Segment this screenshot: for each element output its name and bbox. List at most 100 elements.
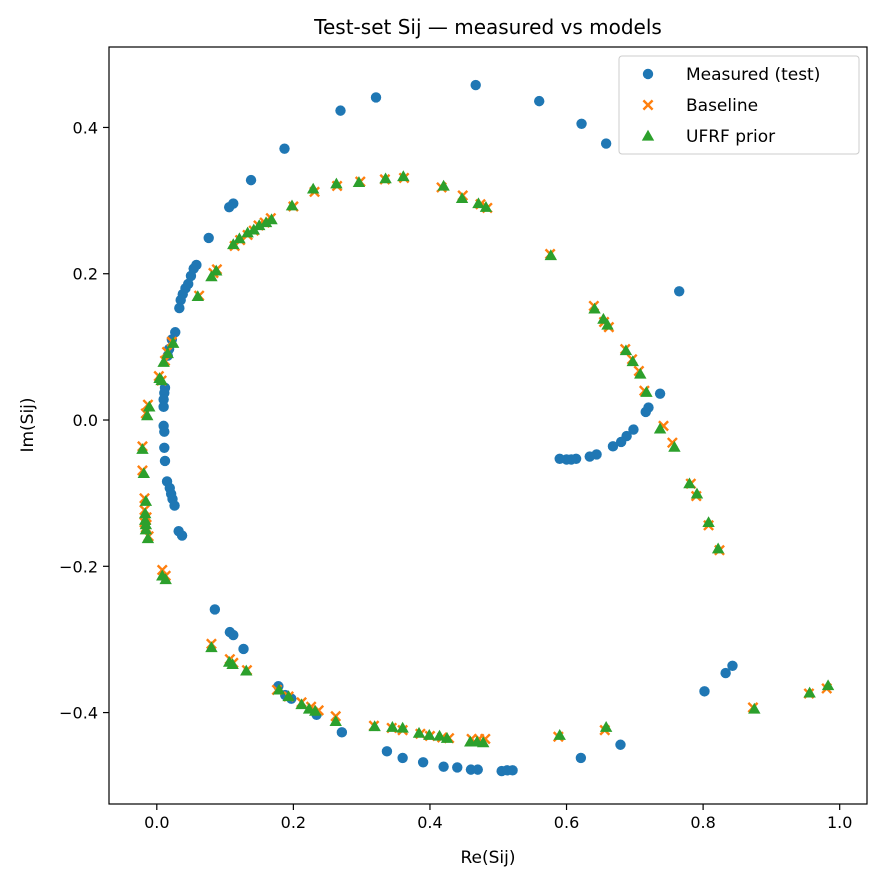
data-point: [159, 426, 170, 437]
data-point: [159, 442, 170, 454]
y-axis: −0.4 −0.2 0.0 0.2 0.4: [59, 118, 109, 723]
data-point: [584, 451, 595, 462]
data-point: [169, 500, 180, 511]
data-point: [282, 690, 295, 702]
data-point: [690, 487, 704, 499]
data-point: [600, 138, 612, 149]
data-point: [226, 658, 239, 669]
data-point: [640, 406, 651, 418]
data-point: [803, 686, 816, 698]
data-point: [174, 302, 185, 314]
x-tick-label: 0.6: [554, 813, 579, 832]
data-point: [306, 182, 320, 194]
data-point: [507, 765, 518, 776]
data-point: [139, 523, 153, 535]
data-point: [223, 201, 235, 213]
data-point: [336, 727, 348, 738]
x-axis-label: Re(Sij): [460, 848, 515, 868]
plot-background: [109, 47, 867, 804]
data-point: [205, 270, 218, 282]
data-point: [238, 643, 249, 655]
data-point: [821, 679, 835, 691]
data-point: [601, 318, 614, 330]
data-point: [748, 702, 761, 714]
y-tick-label: 0.0: [73, 411, 98, 430]
data-point: [674, 286, 685, 297]
y-tick-label: −0.4: [59, 704, 98, 723]
data-point: [241, 226, 254, 238]
data-point: [607, 441, 619, 452]
legend-entry: UFRF prior: [641, 127, 775, 147]
data-point: [210, 264, 223, 276]
data-point: [588, 302, 601, 314]
data-point: [139, 495, 153, 506]
data-point: [477, 736, 490, 748]
data-point: [203, 232, 214, 244]
y-axis-label: Im(Sij): [18, 397, 38, 452]
data-point: [330, 177, 343, 189]
data-point: [381, 746, 393, 757]
legend-box: [618, 55, 860, 155]
data-point: [615, 739, 626, 750]
y-tick-label: 0.4: [73, 118, 98, 137]
data-point: [599, 721, 613, 732]
data-point: [683, 477, 696, 489]
data-point: [417, 757, 429, 768]
data-point: [138, 514, 152, 525]
data-point: [397, 170, 410, 182]
data-point: [628, 424, 639, 435]
data-point: [158, 394, 169, 405]
data-point: [386, 721, 399, 732]
x-tick-label: 0.2: [281, 813, 306, 832]
data-point: [440, 731, 454, 743]
data-point: [137, 467, 151, 479]
data-point: [155, 374, 168, 386]
data-point: [379, 172, 392, 184]
data-point: [653, 422, 667, 434]
data-point: [295, 698, 308, 710]
data-point: [699, 686, 710, 697]
data-point: [634, 367, 647, 379]
data-point: [191, 290, 204, 302]
legend-entry: Baseline: [642, 96, 758, 116]
series-0: [158, 79, 738, 777]
data-point: [472, 764, 483, 775]
data-point: [702, 516, 715, 528]
x-axis: 0.0 0.2 0.4 0.6 0.8 1.0: [144, 804, 852, 832]
legend-entry: Measured (test): [642, 65, 820, 85]
data-point: [141, 409, 154, 421]
data-point: [553, 729, 566, 740]
x-tick-label: 0.4: [417, 813, 442, 832]
legend-label: UFRF prior: [686, 127, 775, 147]
data-point: [228, 629, 239, 641]
legend: Measured (test) Baseline UFRF prior: [618, 55, 860, 155]
data-point: [640, 386, 653, 397]
data-point: [433, 729, 446, 741]
data-point: [245, 174, 257, 186]
data-point: [233, 232, 246, 244]
data-point: [247, 223, 260, 235]
data-point: [472, 197, 485, 209]
data-point: [141, 532, 155, 544]
data-point: [452, 762, 463, 773]
data-point: [544, 249, 558, 261]
data-point: [396, 721, 409, 733]
legend-label: Baseline: [686, 96, 758, 116]
data-point: [626, 355, 639, 367]
data-point: [253, 219, 266, 231]
data-point: [711, 542, 725, 554]
data-point: [575, 752, 587, 764]
data-point: [158, 401, 169, 413]
x-tick-label: 0.0: [144, 813, 169, 832]
data-point: [157, 356, 170, 367]
data-point: [412, 726, 426, 738]
data-point: [185, 270, 197, 282]
data-point: [138, 507, 152, 519]
data-point: [166, 337, 180, 348]
data-point: [368, 720, 381, 732]
data-point: [352, 176, 366, 187]
legend-marker: [642, 68, 654, 80]
data-point: [272, 683, 286, 695]
data-point: [397, 752, 408, 764]
